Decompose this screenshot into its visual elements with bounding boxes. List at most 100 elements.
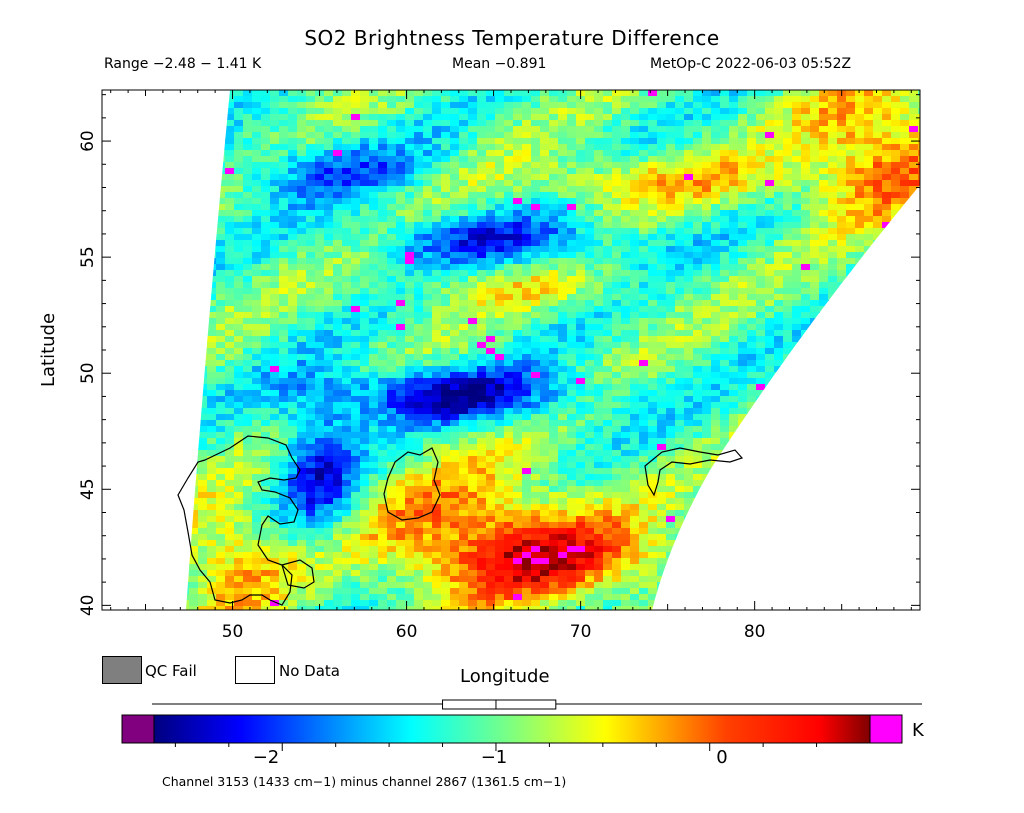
heatmap-cell [423, 102, 433, 109]
heatmap-cell [234, 138, 244, 145]
heatmap-cell [405, 120, 415, 127]
heatmap-cell [351, 354, 361, 361]
heatmap-cell [432, 420, 442, 427]
heatmap-cell [702, 246, 712, 253]
heatmap-cell [369, 318, 379, 325]
heatmap-cell [603, 276, 613, 283]
heatmap-cell [360, 252, 370, 259]
heatmap-cell [234, 420, 244, 427]
heatmap-cell [342, 234, 352, 241]
heatmap-cell [423, 90, 433, 97]
heatmap-cell [279, 444, 289, 451]
heatmap-cell [702, 414, 712, 421]
heatmap-cell [405, 396, 415, 403]
heatmap-cell [198, 258, 208, 265]
heatmap-cell [207, 198, 217, 205]
heatmap-cell [378, 144, 388, 151]
heatmap-cell [729, 408, 739, 415]
heatmap-cell [711, 288, 721, 295]
heatmap-cell [855, 360, 865, 367]
heatmap-cell [648, 342, 658, 349]
heatmap-cell [603, 210, 613, 217]
heatmap-cell [675, 96, 685, 103]
heatmap-cell [549, 210, 559, 217]
heatmap-cell [909, 366, 919, 373]
heatmap-cell [891, 258, 901, 265]
heatmap-cell [261, 300, 271, 307]
heatmap-cell [666, 330, 676, 337]
heatmap-cell [279, 438, 289, 445]
heatmap-cell [450, 108, 460, 115]
heatmap-cell [747, 120, 757, 127]
heatmap-cell [774, 96, 784, 103]
heatmap-cell [873, 90, 883, 97]
heatmap-cell [540, 234, 550, 241]
heatmap-cell [414, 300, 424, 307]
heatmap-cell [891, 318, 901, 325]
heatmap-cell [720, 264, 730, 271]
heatmap-cell [909, 174, 919, 181]
heatmap-cell [261, 372, 271, 379]
heatmap-cell [540, 324, 550, 331]
heatmap-cell [882, 396, 892, 403]
heatmap-cell [873, 402, 883, 409]
heatmap-cell [774, 288, 784, 295]
heatmap-cell [441, 240, 451, 247]
heatmap-cell [918, 222, 920, 229]
heatmap-cell [522, 372, 532, 379]
heatmap-cell [666, 276, 676, 283]
heatmap-cell [774, 426, 784, 433]
heatmap-cell [441, 300, 451, 307]
heatmap-cell [558, 132, 568, 139]
heatmap-cell [828, 276, 838, 283]
heatmap-cell [333, 378, 343, 385]
heatmap-cell [756, 150, 766, 157]
heatmap-cell [747, 240, 757, 247]
heatmap-cell [918, 420, 920, 427]
heatmap-cell [585, 444, 595, 451]
heatmap-cell [252, 90, 262, 97]
heatmap-cell [630, 432, 640, 439]
heatmap-cell [279, 264, 289, 271]
heatmap-cell [684, 384, 694, 391]
heatmap-cell [225, 120, 235, 127]
heatmap-cell [765, 288, 775, 295]
heatmap-cell [810, 288, 820, 295]
heatmap-cell [414, 102, 424, 109]
heatmap-cell [594, 378, 604, 385]
heatmap-cell [801, 360, 811, 367]
heatmap-cell [324, 276, 334, 283]
heatmap-cell [864, 204, 874, 211]
heatmap-cell [513, 336, 523, 343]
heatmap-cell [585, 396, 595, 403]
heatmap-cell [432, 354, 442, 361]
heatmap-cell [306, 438, 316, 445]
heatmap-cell [459, 120, 469, 127]
heatmap-cell [666, 228, 676, 235]
heatmap-cell [666, 372, 676, 379]
heatmap-cell [567, 390, 577, 397]
heatmap-cell [288, 120, 298, 127]
heatmap-cell [702, 438, 712, 445]
heatmap-cell [657, 390, 667, 397]
heatmap-cell [225, 396, 235, 403]
heatmap-cell [423, 330, 433, 337]
heatmap-cell [315, 120, 325, 127]
heatmap-cell [405, 210, 415, 217]
heatmap-cell [612, 150, 622, 157]
heatmap-cell [270, 306, 280, 313]
heatmap-cell [684, 192, 694, 199]
heatmap-cell [540, 210, 550, 217]
heatmap-cell [486, 252, 496, 259]
heatmap-cell [207, 432, 217, 439]
heatmap-cell [351, 186, 361, 193]
heatmap-cell [342, 198, 352, 205]
heatmap-cell [630, 234, 640, 241]
heatmap-cell [621, 336, 631, 343]
heatmap-cell [666, 408, 676, 415]
heatmap-cell [378, 408, 388, 415]
heatmap-cell [306, 174, 316, 181]
heatmap-cell [270, 420, 280, 427]
heatmap-cell [441, 198, 451, 205]
heatmap-cell [864, 252, 874, 259]
